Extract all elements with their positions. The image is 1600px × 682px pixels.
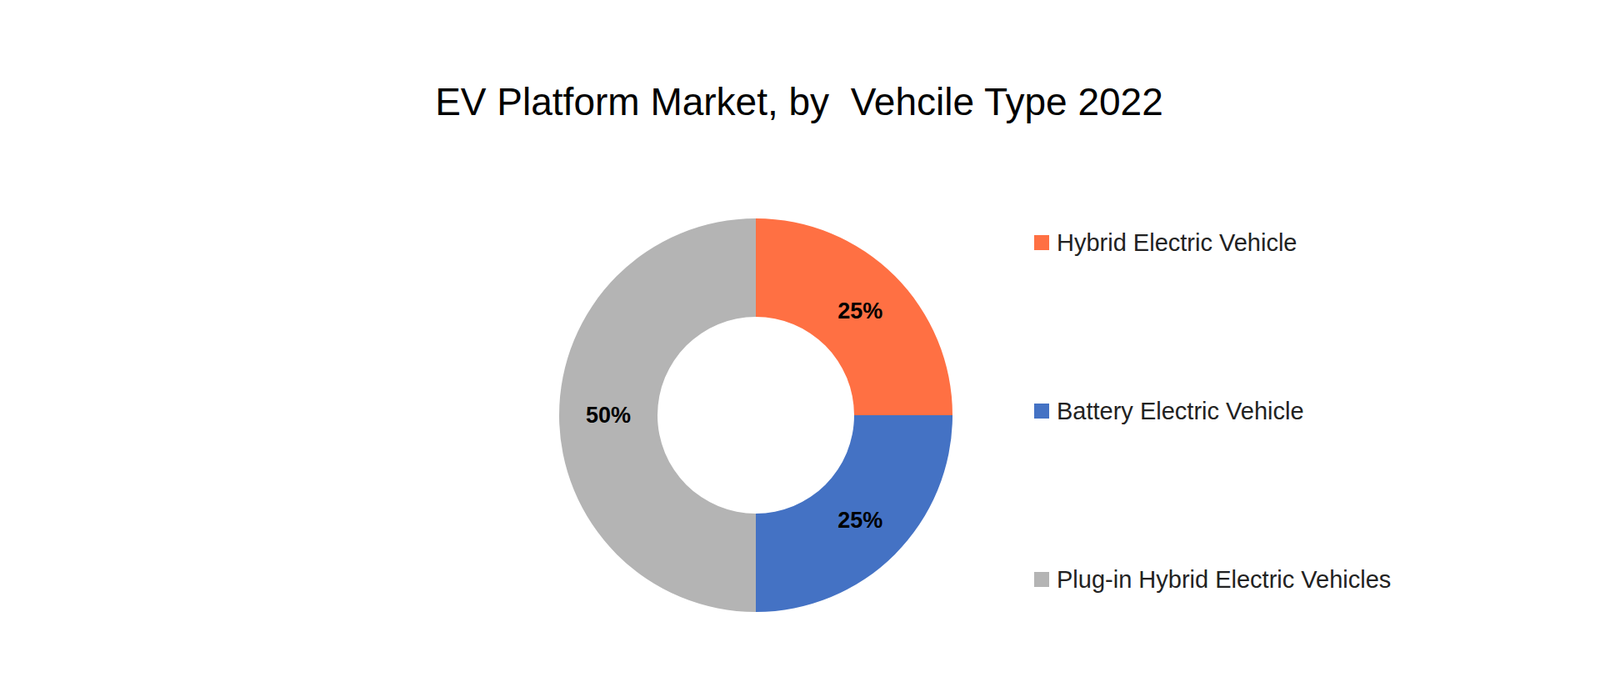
slice [559, 218, 756, 612]
chart: EV Platform Market, by Vehcile Type 2022… [0, 0, 1600, 682]
data-label: 50% [585, 402, 631, 428]
donut [559, 218, 953, 612]
legend-label: Hybrid Electric Vehicle [1056, 229, 1298, 256]
legend: Hybrid Electric Vehicle Battery Electric … [1034, 229, 1391, 593]
legend-item: Battery Electric Vehicle [1034, 397, 1305, 425]
legend-swatch [1034, 403, 1050, 419]
legend-item: Plug-in Hybrid Electric Vehicles [1034, 565, 1391, 593]
slice [755, 218, 953, 415]
legend-label: Plug-in Hybrid Electric Vehicles [1056, 565, 1391, 593]
data-labels: 25% 25% 50% [585, 298, 883, 532]
chart-title: EV Platform Market, by Vehcile Type 2022 [435, 80, 1164, 124]
data-label: 25% [837, 507, 883, 533]
legend-item: Hybrid Electric Vehicle [1034, 229, 1298, 256]
legend-label: Battery Electric Vehicle [1056, 397, 1305, 425]
legend-swatch [1034, 571, 1050, 587]
legend-swatch [1034, 235, 1050, 250]
data-label: 25% [837, 298, 883, 324]
slice [755, 415, 953, 612]
